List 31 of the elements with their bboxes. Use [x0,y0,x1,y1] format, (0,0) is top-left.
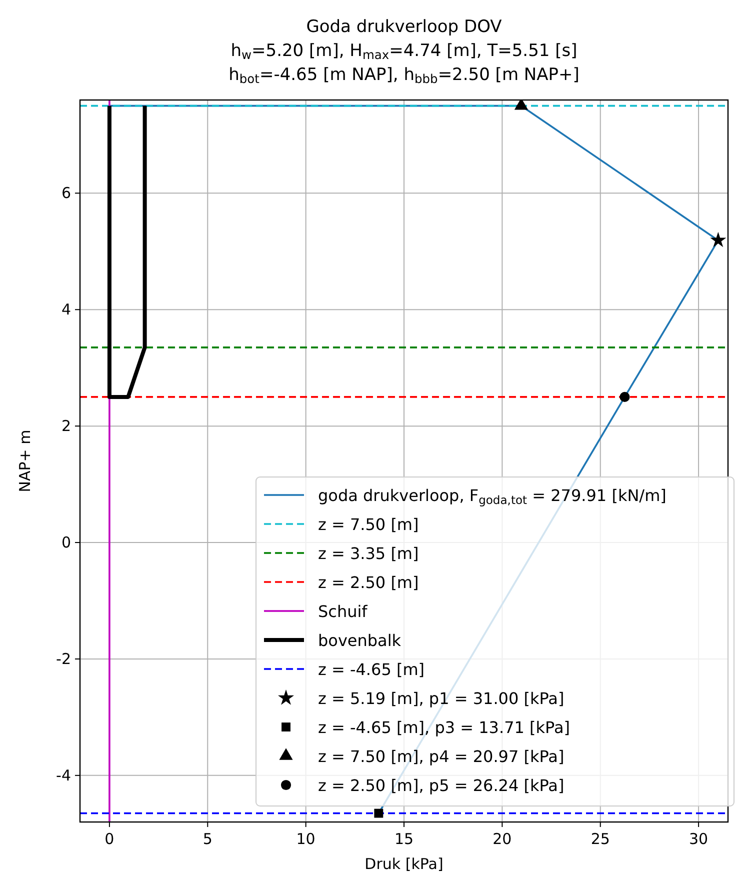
x-axis-title: Druk [kPa] [364,855,444,873]
point [374,808,384,818]
y-tick-label: -2 [56,650,71,668]
legend-label: z = 3.35 [m] [318,544,419,563]
y-tick-label: 2 [61,417,71,436]
y-tick-label: 0 [61,534,71,552]
legend-label: z = 7.50 [m], p4 = 20.97 [kPa] [318,747,564,766]
legend-label: z = 5.19 [m], p1 = 31.00 [kPa] [318,689,564,708]
legend-label: Schuif [318,602,368,621]
legend-label: goda drukverloop, F$_{goda,tot}$ = 279.91 [kN/m] [318,486,666,507]
point [620,392,630,402]
x-tick-label: 25 [590,830,610,848]
text: h$_{w}$=5.20 [m], H$_{max}$=4.74 [m], T=5.51 [s] h$_{bot}$=-4.65 [m NAP], h$_{bbb}$=2.50 [m NAP+] [228,41,580,86]
x-tick-label: 20 [492,830,512,848]
x-tick-label: 10 [296,830,316,848]
x-tick-label: 5 [202,830,212,848]
y-axis-title: NAP+ m [16,430,34,492]
legend-label: z = -4.65 [m], p3 = 13.71 [kPa] [318,718,570,737]
legend-label: bovenbalk [318,631,402,650]
chart-title: Goda drukverloop DOV [306,17,502,37]
y-tick-label: 6 [61,184,71,202]
legend-label: z = 7.50 [m] [318,515,419,534]
x-tick-label: 15 [394,830,414,848]
x-tick-label: 30 [689,830,708,848]
y-tick-label: 4 [61,300,71,319]
legend-label: z = 2.50 [m], p5 = 26.24 [kPa] [318,776,564,795]
legend-label: z = 2.50 [m] [318,573,419,592]
x-tick-label: 0 [104,830,114,848]
y-tick-label: -4 [56,766,71,784]
point [710,232,726,248]
legend-label: z = -4.65 [m] [318,660,425,679]
